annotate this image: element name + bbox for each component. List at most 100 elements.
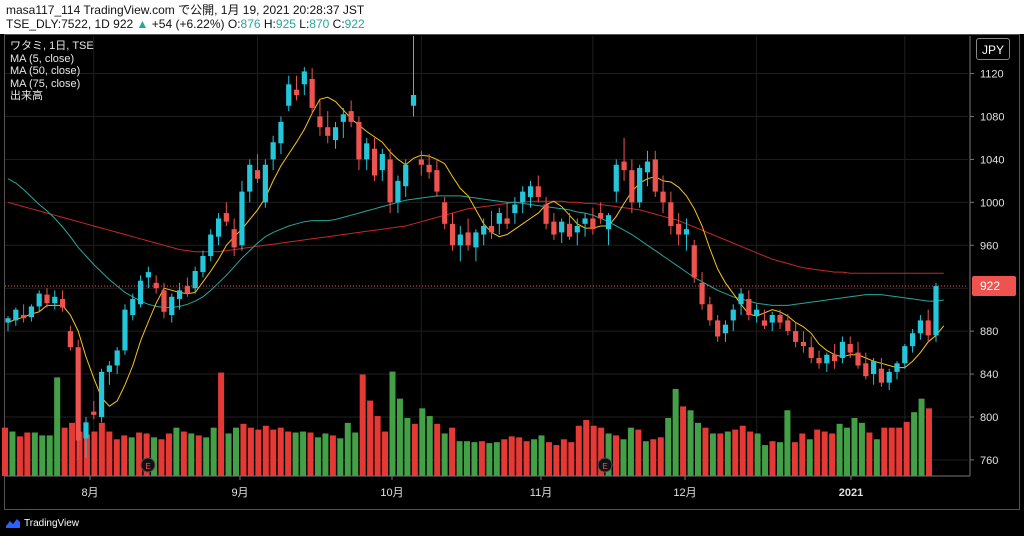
close-label: C: [332, 17, 345, 31]
legend-ma75[interactable]: MA (75, close) [10, 77, 81, 90]
volume-bar [918, 398, 925, 476]
legend-ma50[interactable]: MA (50, close) [10, 65, 81, 77]
candle-body [457, 234, 463, 246]
volume-bar [426, 416, 433, 476]
volume-bar [702, 427, 709, 476]
candle-body [20, 315, 27, 319]
earnings-marker-icon[interactable] [597, 457, 613, 473]
price-tick-label: 1040 [980, 154, 1004, 166]
volume-bar [270, 429, 277, 476]
candle-body [426, 164, 432, 173]
volume-bar [650, 439, 657, 476]
candle-body [535, 186, 541, 197]
volume-bar [844, 427, 851, 476]
candle-body [676, 223, 682, 235]
volume-bar [98, 422, 105, 476]
candle-body [247, 164, 253, 192]
volume-bar [724, 431, 731, 476]
volume-bar [873, 439, 880, 476]
candle-body [808, 347, 814, 358]
volume-bar [896, 427, 903, 476]
volume-bar [180, 431, 187, 476]
candle-body [613, 164, 619, 192]
time-tick-label: 10月 [380, 487, 403, 499]
candle-body [371, 148, 378, 176]
volume-bar [754, 433, 761, 476]
volume-bar [598, 427, 605, 476]
chart-frame[interactable] [4, 34, 1020, 510]
candle-body [5, 318, 11, 323]
earnings-marker-icon[interactable] [140, 457, 156, 473]
volume-bar [695, 422, 701, 476]
volume-bar [866, 432, 873, 476]
candle-body [683, 229, 690, 235]
candle-body [208, 234, 214, 256]
candle-body [44, 294, 50, 304]
candle-body [800, 341, 807, 347]
candle-body [520, 191, 526, 203]
volume-bar [739, 425, 746, 476]
volume-bar [471, 442, 478, 476]
candle-body [301, 71, 307, 85]
candle-body [83, 422, 89, 439]
candle-body [917, 320, 924, 334]
volume-bar [657, 437, 664, 476]
volume-bar [672, 389, 679, 476]
volume-bar [255, 429, 262, 476]
time-tick-label: 9月 [231, 487, 248, 499]
candle-body [715, 320, 721, 337]
price-tick-label: 1000 [980, 197, 1004, 209]
candle-body [410, 95, 417, 106]
legend-ma5[interactable]: MA (5, close) [10, 52, 75, 65]
candle-body [239, 191, 245, 246]
volume-bar [635, 429, 642, 476]
candle-body [598, 213, 604, 219]
volume-bar [76, 431, 83, 476]
volume-bar [411, 423, 418, 476]
low-label: L: [299, 17, 310, 31]
candle-body [769, 315, 775, 323]
candle-body [488, 225, 495, 233]
volume-bar [888, 427, 895, 476]
candle-body [278, 121, 284, 144]
volume-bar [329, 435, 336, 476]
candle-body [130, 298, 136, 316]
last-price-badge [972, 276, 1016, 297]
volume-bar [911, 412, 918, 476]
candle-body [816, 357, 822, 364]
price-tick-label: 840 [980, 369, 998, 381]
candle-body [192, 271, 198, 289]
candle-body [605, 215, 612, 230]
volume-bar [24, 432, 31, 476]
volume-bar [359, 374, 366, 476]
volume-bar [16, 436, 23, 476]
volume-bar [441, 433, 448, 476]
volume-bar [69, 422, 76, 476]
currency-button[interactable]: JPY [976, 38, 1010, 60]
volume-bar [508, 436, 515, 476]
volume-bar [39, 435, 46, 476]
volume-bar [642, 441, 649, 476]
volume-bar [553, 445, 560, 476]
candle-body [418, 159, 424, 165]
volume-bar [158, 439, 165, 476]
candle-body [481, 225, 487, 235]
candle-body [878, 368, 885, 383]
volume-bar [776, 442, 783, 476]
candle-body [379, 154, 385, 171]
candle-body [543, 204, 549, 224]
volume-bar [225, 433, 232, 476]
candle-body [590, 218, 596, 230]
candle-body [122, 309, 128, 351]
legend-volume[interactable]: 出来高 [10, 90, 43, 102]
volume-bar [337, 438, 344, 476]
volume-bar [687, 410, 694, 476]
volume-bar [717, 433, 724, 476]
volume-bar [151, 437, 158, 476]
candle-body [137, 280, 144, 305]
candle-body [309, 78, 315, 108]
candle-body [286, 84, 292, 106]
volume-bar [210, 427, 217, 476]
volume-bar [858, 422, 865, 476]
